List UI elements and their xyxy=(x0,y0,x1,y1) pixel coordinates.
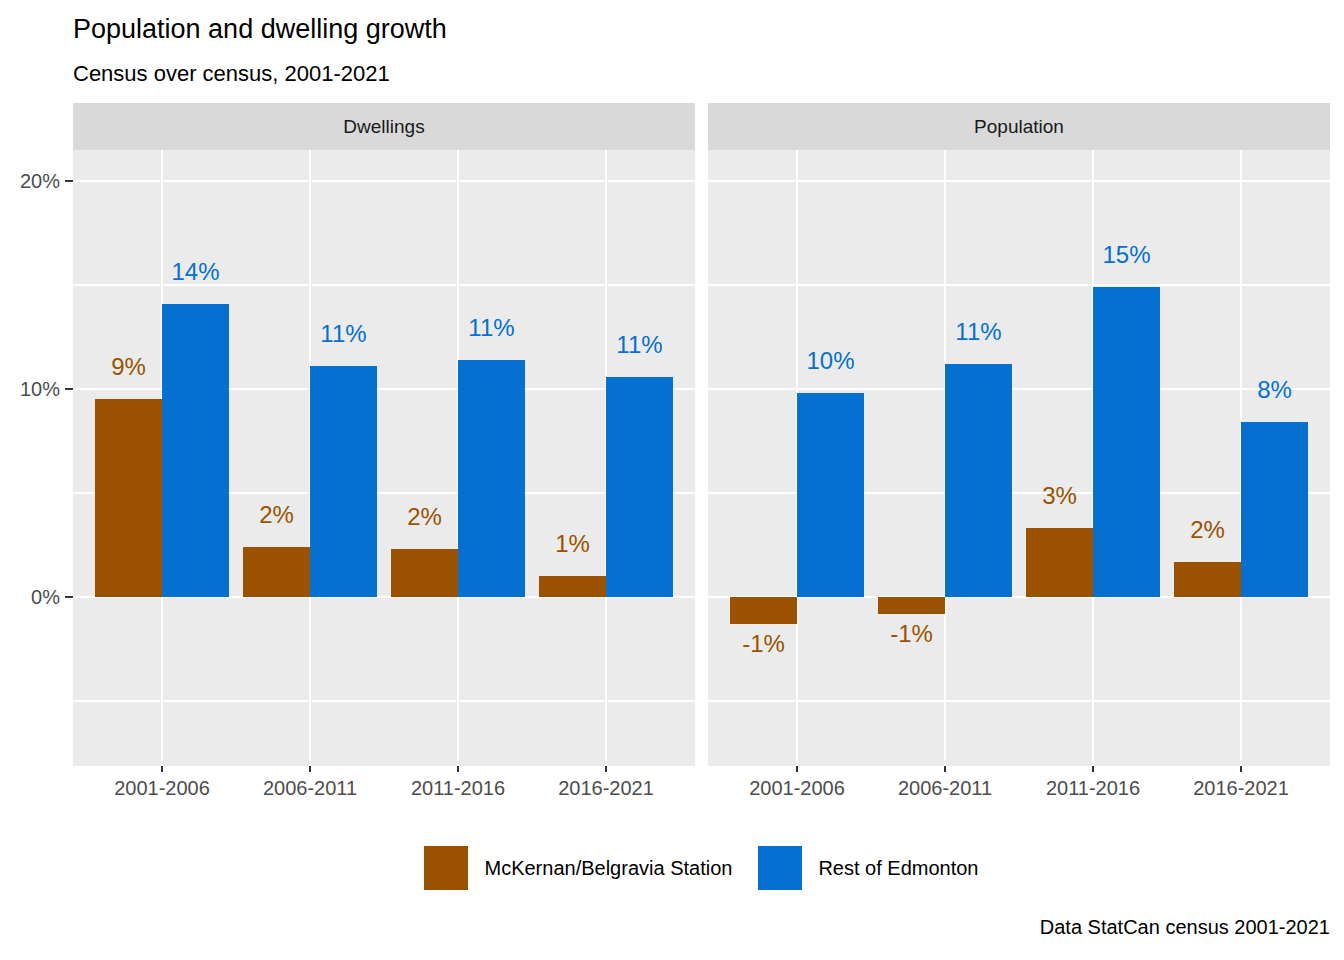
x-axis-label: 2001-2006 xyxy=(717,777,877,800)
legend-label: McKernan/Belgravia Station xyxy=(484,857,732,880)
y-axis-tick xyxy=(65,180,73,182)
x-axis-label: 2001-2006 xyxy=(82,777,242,800)
bar-mckernan xyxy=(730,597,797,624)
bar-value-label: -1% xyxy=(708,630,824,658)
plot-root: Population and dwelling growth Census ov… xyxy=(0,0,1344,960)
bar-rest xyxy=(310,366,377,597)
legend: McKernan/Belgravia Station Rest of Edmont… xyxy=(73,845,1330,891)
legend-label: Rest of Edmonton xyxy=(818,857,978,880)
bar-rest xyxy=(162,304,229,597)
facet-strip: Dwellings xyxy=(73,103,695,150)
x-axis-tick xyxy=(944,766,946,772)
bar-value-label: 11% xyxy=(432,314,552,342)
y-axis-label: 20% xyxy=(0,167,60,195)
x-axis-tick xyxy=(309,766,311,772)
x-axis-label: 2011-2016 xyxy=(378,777,538,800)
bar-value-label: -1% xyxy=(852,620,972,648)
bar-mckernan xyxy=(391,549,458,597)
x-axis-tick xyxy=(161,766,163,772)
chart-caption: Data StatCan census 2001-2021 xyxy=(0,916,1330,939)
x-axis-tick xyxy=(796,766,798,772)
legend-swatch-mckernan xyxy=(424,846,468,890)
chart-area: Dwellings9%14%2%11%2%11%1%11%2001-200620… xyxy=(0,0,1344,960)
bar-rest xyxy=(458,360,525,597)
bar-mckernan xyxy=(243,547,310,597)
bar-value-label: 14% xyxy=(136,258,256,286)
y-axis-tick xyxy=(65,596,73,598)
bar-rest xyxy=(797,393,864,597)
bar-value-label: 10% xyxy=(771,347,891,375)
gridline-major xyxy=(708,180,1330,182)
bar-mckernan xyxy=(1174,562,1241,597)
bar-value-label: 11% xyxy=(580,331,696,359)
bar-mckernan xyxy=(95,399,162,597)
x-axis-tick xyxy=(457,766,459,772)
x-axis-label: 2016-2021 xyxy=(1161,777,1321,800)
y-axis-tick xyxy=(65,388,73,390)
x-axis-tick xyxy=(1240,766,1242,772)
bar-rest xyxy=(1241,422,1308,597)
gridline-minor xyxy=(73,700,695,702)
facet-panel: -1%10%-1%11%3%15%2%8% xyxy=(708,150,1330,766)
bar-mckernan xyxy=(878,597,945,614)
x-axis-tick xyxy=(605,766,607,772)
gridline-major xyxy=(73,180,695,182)
x-axis-tick xyxy=(1092,766,1094,772)
bar-rest xyxy=(945,364,1012,597)
bar-value-label: 15% xyxy=(1067,241,1187,269)
x-axis-label: 2006-2011 xyxy=(865,777,1025,800)
gridline-minor xyxy=(73,284,695,286)
x-axis-label: 2006-2011 xyxy=(230,777,390,800)
x-axis-label: 2011-2016 xyxy=(1013,777,1173,800)
bar-rest xyxy=(1093,287,1160,597)
gridline-major xyxy=(708,388,1330,390)
y-axis-label: 0% xyxy=(0,583,60,611)
legend-item: McKernan/Belgravia Station xyxy=(424,846,732,890)
legend-item: Rest of Edmonton xyxy=(758,846,978,890)
bar-mckernan xyxy=(539,576,606,597)
legend-swatch-rest xyxy=(758,846,802,890)
facet-strip-label: Population xyxy=(974,116,1064,138)
facet-strip-label: Dwellings xyxy=(343,116,424,138)
facet-panel: 9%14%2%11%2%11%1%11% xyxy=(73,150,695,766)
bar-rest xyxy=(606,377,673,597)
bar-value-label: 11% xyxy=(284,320,404,348)
y-axis-label: 10% xyxy=(0,375,60,403)
x-axis-label: 2016-2021 xyxy=(526,777,686,800)
bar-value-label: 8% xyxy=(1215,376,1331,404)
gridline-minor xyxy=(708,284,1330,286)
bar-mckernan xyxy=(1026,528,1093,597)
gridline-minor xyxy=(708,700,1330,702)
bar-value-label: 11% xyxy=(919,318,1039,346)
facet-strip: Population xyxy=(708,103,1330,150)
